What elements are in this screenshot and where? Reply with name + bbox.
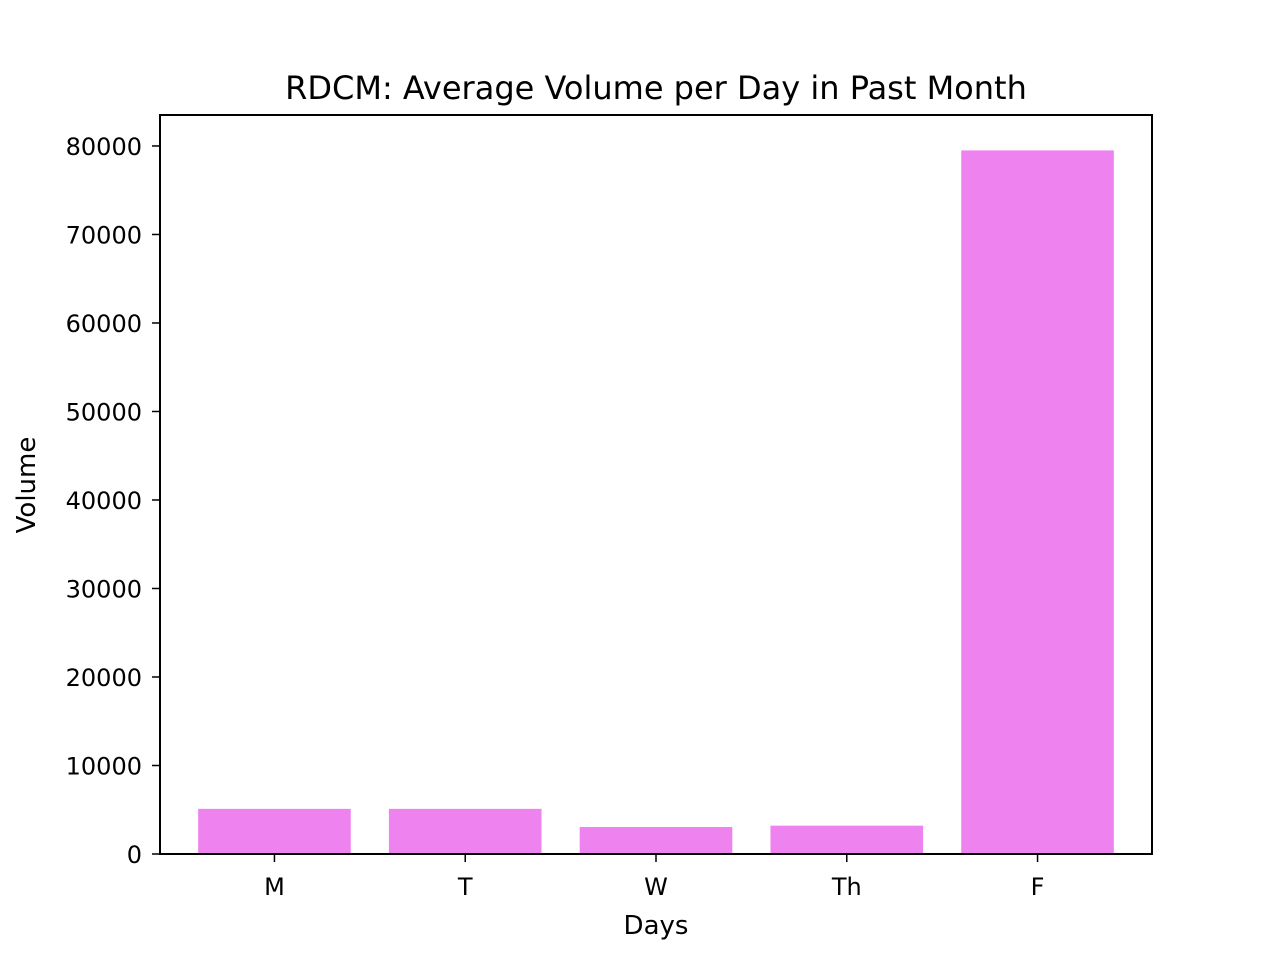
bar-m (198, 808, 351, 854)
x-axis-ticks: M T W Th F (264, 854, 1044, 901)
y-axis-label: Volume (12, 437, 42, 534)
bars-group (198, 150, 1114, 855)
x-tick-label: T (457, 873, 473, 901)
chart-title: RDCM: Average Volume per Day in Past Mon… (285, 69, 1027, 107)
plot-frame (159, 114, 1153, 855)
bar-t (388, 808, 542, 854)
x-axis-label: Days (624, 911, 689, 941)
bar-f (961, 150, 1114, 855)
y-tick-label: 50000 (66, 398, 142, 426)
y-tick-label: 0 (127, 841, 142, 869)
bar-th (770, 825, 924, 854)
y-tick-label: 30000 (66, 575, 142, 603)
y-tick-label: 60000 (66, 310, 142, 338)
y-tick-label: 10000 (66, 752, 142, 780)
y-tick-label: 70000 (66, 221, 142, 249)
x-tick-label: F (1031, 873, 1045, 901)
x-tick-label: W (644, 873, 668, 901)
y-tick-label: 80000 (66, 133, 142, 161)
bar-w (579, 827, 733, 854)
y-tick-label: 20000 (66, 664, 142, 692)
y-tick-label: 40000 (66, 487, 142, 515)
x-tick-label: M (264, 873, 285, 901)
y-axis-ticks: 0 10000 20000 30000 40000 50000 60000 70000 8000… (66, 133, 160, 869)
x-tick-label: Th (831, 873, 862, 901)
